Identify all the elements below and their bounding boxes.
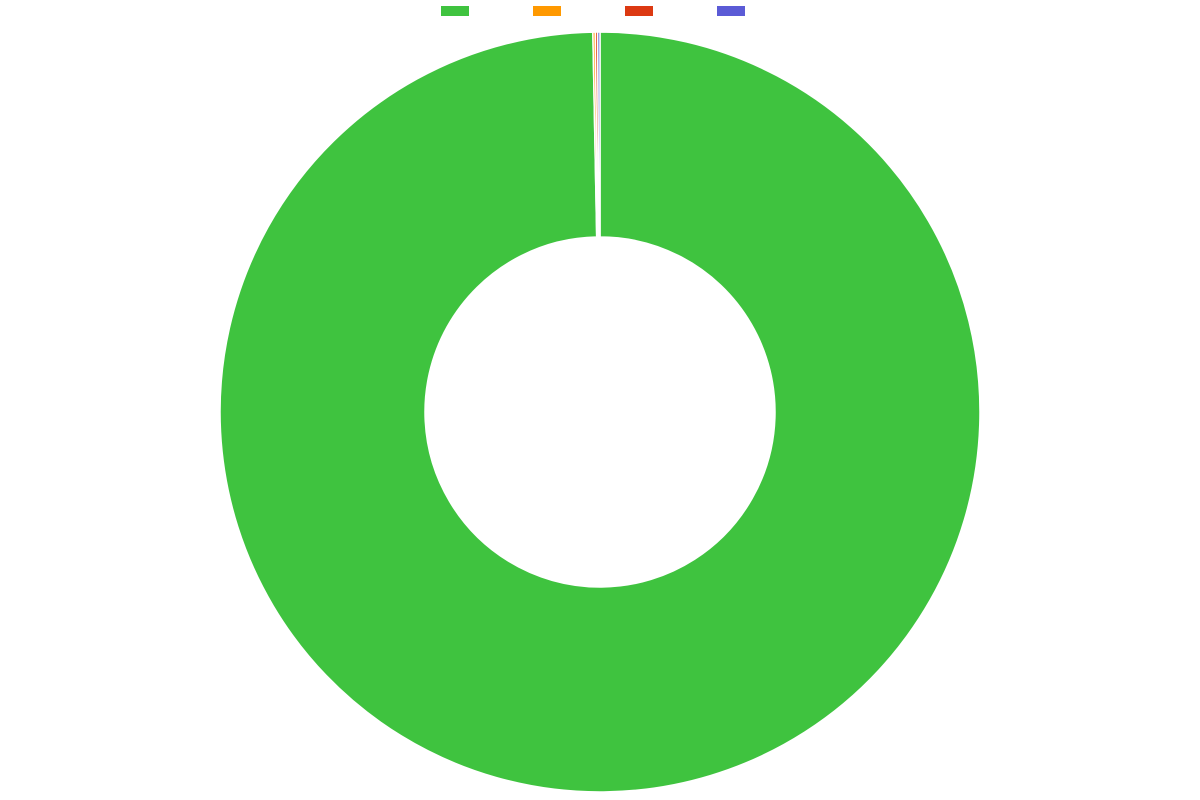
legend-swatch — [533, 6, 561, 16]
legend-swatch — [625, 6, 653, 16]
donut-slice[interactable] — [598, 32, 600, 237]
legend-swatch — [441, 6, 469, 16]
legend-item[interactable] — [533, 6, 575, 16]
legend-item[interactable] — [441, 6, 483, 16]
legend-swatch — [717, 6, 745, 16]
legend — [0, 6, 1200, 16]
donut-chart — [0, 24, 1200, 800]
legend-item[interactable] — [717, 6, 759, 16]
chart-container — [0, 0, 1200, 800]
legend-item[interactable] — [625, 6, 667, 16]
